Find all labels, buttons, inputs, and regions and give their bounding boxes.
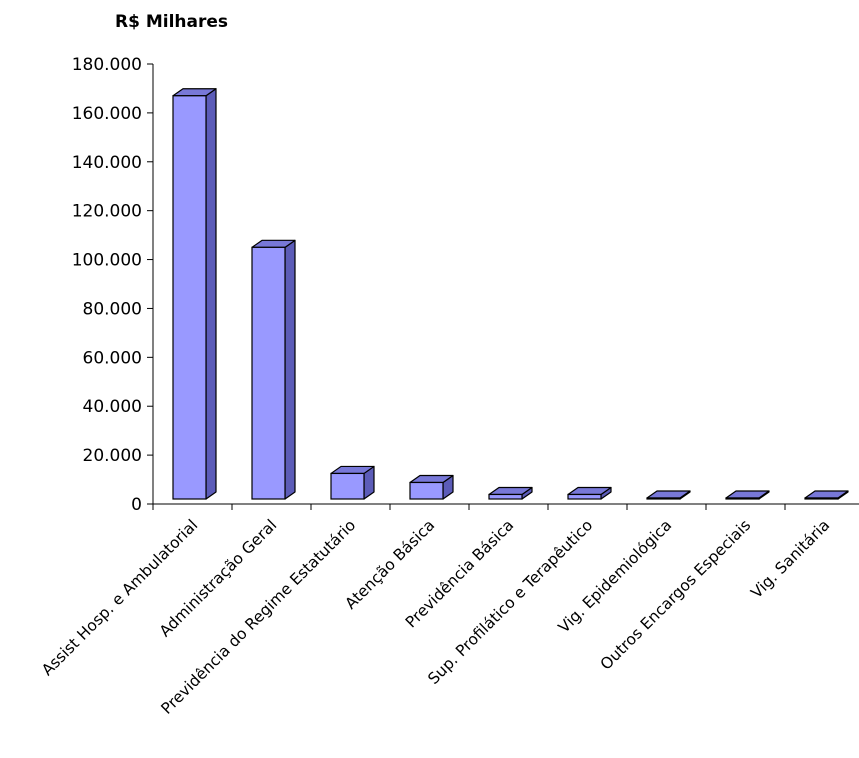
y-tick-label: 140.000 bbox=[72, 153, 142, 173]
y-axis-title: R$ Milhares bbox=[115, 12, 229, 32]
bar bbox=[251, 246, 286, 500]
bar bbox=[567, 493, 602, 500]
bar-side bbox=[284, 239, 296, 500]
x-tick-label: Outros Encargos Especiais bbox=[597, 516, 754, 673]
x-tick-label: Vig. Sanitária bbox=[747, 516, 833, 602]
bar bbox=[488, 493, 523, 500]
bar bbox=[409, 481, 444, 500]
y-tick-label: 100.000 bbox=[72, 251, 142, 271]
y-tick-label: 40.000 bbox=[83, 397, 142, 417]
y-tick-label: 120.000 bbox=[72, 202, 142, 222]
y-tick-label: 60.000 bbox=[83, 348, 142, 368]
bar bbox=[725, 497, 760, 500]
y-tick-label: 180.000 bbox=[72, 55, 142, 75]
x-tick-label: Assist Hosp. e Ambulatorial bbox=[38, 516, 201, 679]
y-tick-label: 160.000 bbox=[72, 104, 142, 124]
bar-side bbox=[205, 88, 217, 500]
x-tick-label: Sup. Profilático e Terapêutico bbox=[424, 516, 596, 688]
y-tick-label: 0 bbox=[131, 495, 142, 515]
bar bbox=[172, 95, 207, 500]
bar bbox=[804, 497, 839, 500]
bar bbox=[330, 472, 365, 500]
bar bbox=[646, 497, 681, 500]
y-tick-label: 20.000 bbox=[83, 446, 142, 466]
y-tick-label: 80.000 bbox=[83, 299, 142, 319]
